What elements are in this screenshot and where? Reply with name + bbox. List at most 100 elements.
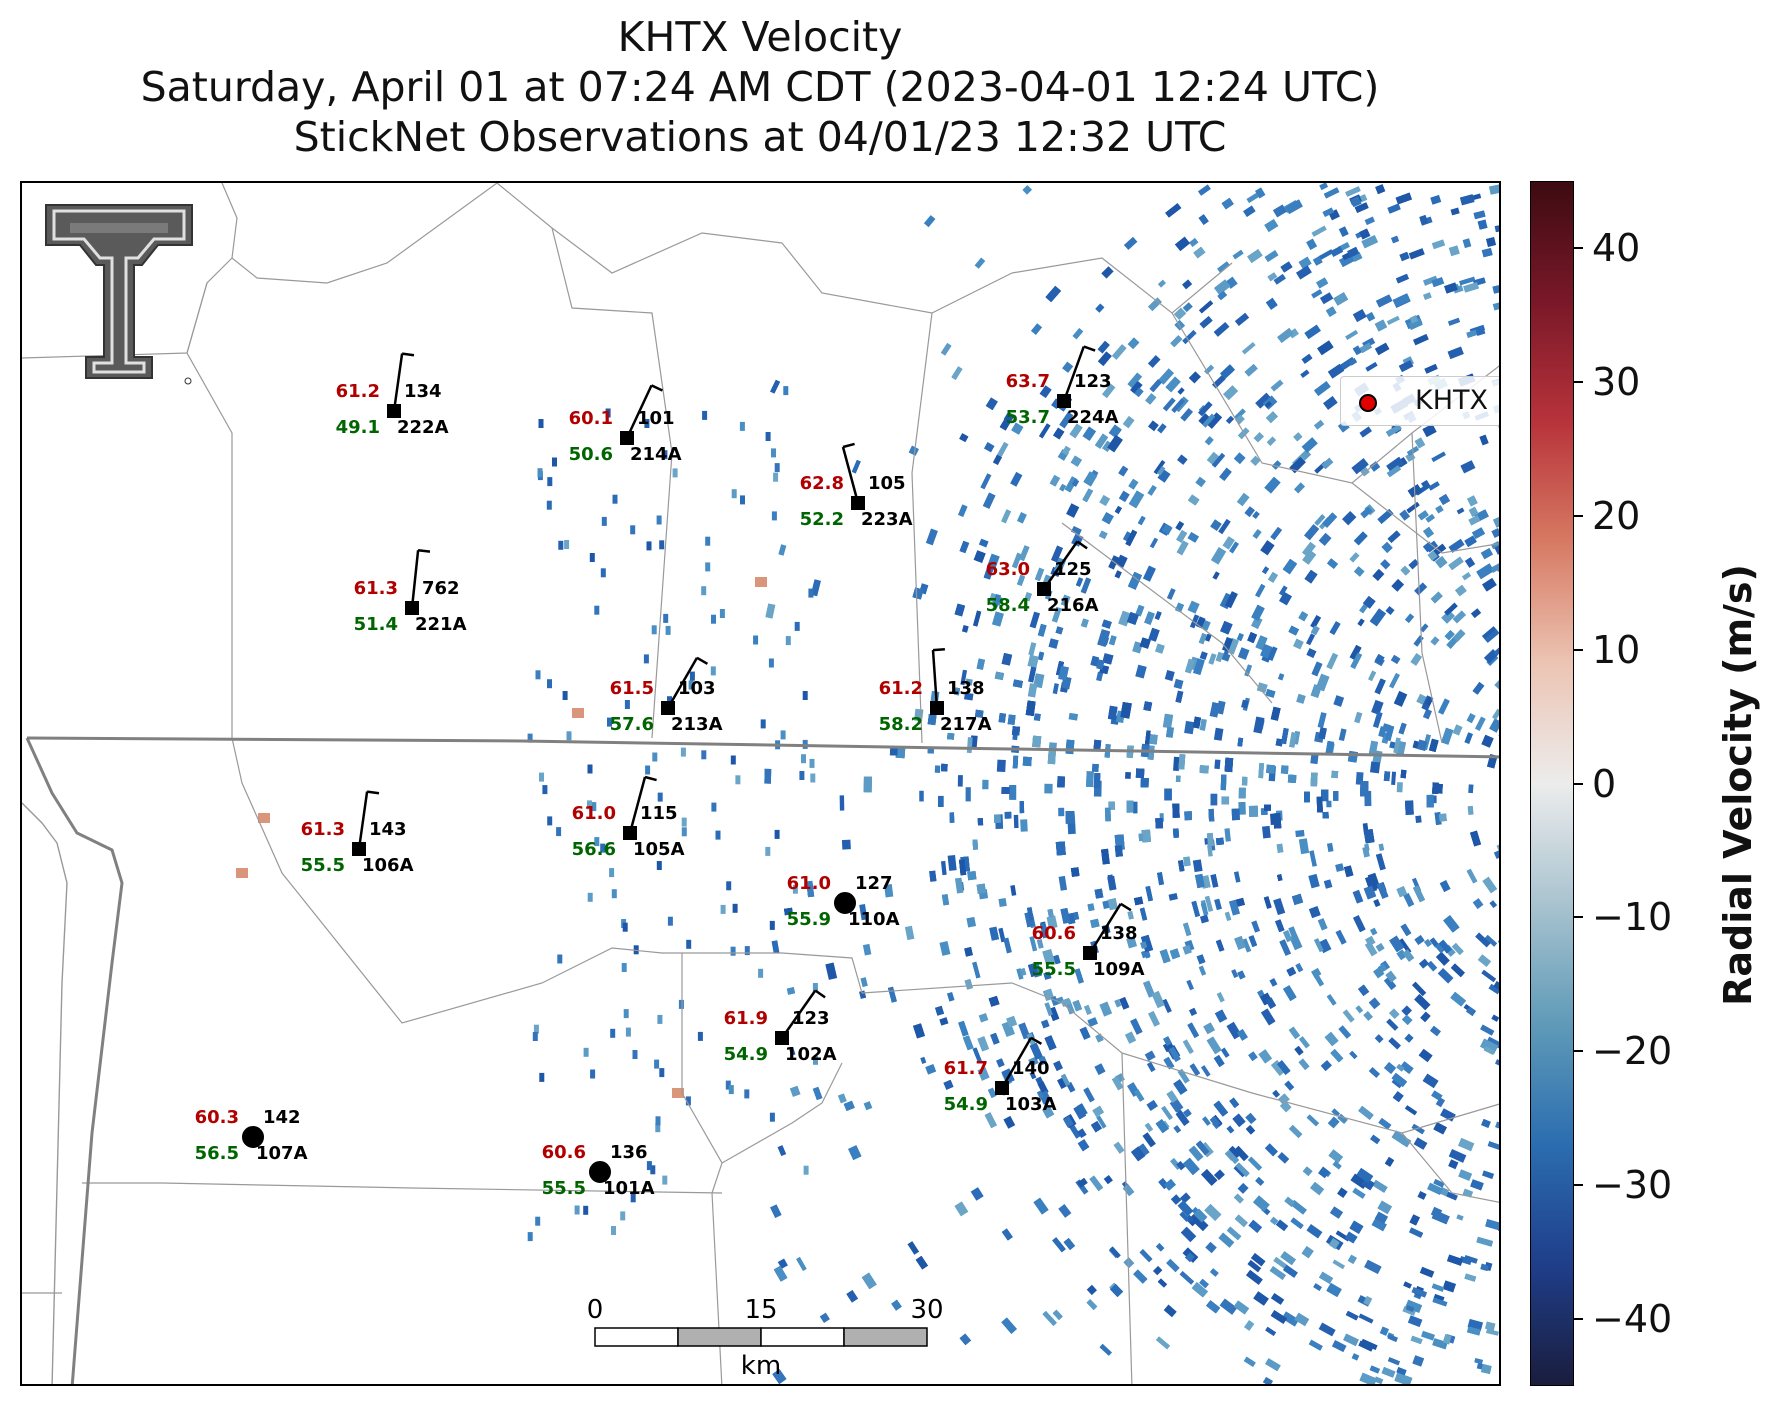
wind-barb-shaft	[625, 384, 653, 439]
station-213A[interactable]: 61.5 103 57.6 213A	[610, 656, 723, 735]
scale-bar-seg-4	[843, 1327, 928, 1347]
station-221A[interactable]: 61.3 762 51.4 221A	[354, 549, 467, 635]
station-dewpoint: 53.7	[1006, 407, 1050, 428]
colorbar-tick-mark	[1574, 514, 1583, 517]
colorbar-tick-label: −30	[1592, 1163, 1673, 1208]
wind-barb-shaft	[357, 791, 369, 850]
station-pressure: 762	[422, 578, 460, 599]
radar-velocity-layer	[236, 183, 1499, 1384]
station-id: 101A	[603, 1178, 655, 1199]
calm-wind-ring	[589, 1161, 611, 1183]
station-temperature: 60.6	[1032, 923, 1076, 944]
county-borders	[22, 183, 1499, 1384]
scale-bar-tick-30: 30	[910, 1295, 943, 1325]
station-pressure: 136	[610, 1142, 648, 1163]
station-dewpoint: 54.9	[724, 1044, 768, 1065]
colorbar-tick-label: −10	[1592, 895, 1673, 940]
station-dewpoint: 54.9	[944, 1094, 988, 1115]
station-103A[interactable]: 61.7 140 54.9 103A	[944, 1036, 1057, 1115]
station-223A[interactable]: 62.8 105 52.2 223A	[800, 442, 913, 530]
map-canvas: 61.2 134 49.1 222A 60.1 101 50.6 214A 63.7 123 53.…	[22, 183, 1499, 1384]
station-222A[interactable]: 61.2 134 49.1 222A	[336, 352, 449, 438]
colorbar-tick-label: 30	[1592, 359, 1641, 404]
station-109A[interactable]: 60.6 138 55.5 109A	[1032, 902, 1145, 980]
station-dewpoint: 52.2	[800, 509, 844, 530]
station-106A[interactable]: 61.3 143 55.5 106A	[301, 790, 414, 876]
wind-barb-flag	[366, 790, 380, 795]
station-101A[interactable]: 60.6 136 55.5 101A	[542, 1142, 655, 1199]
colorbar	[1530, 181, 1574, 1386]
station-dewpoint: 51.4	[354, 614, 398, 635]
station-dewpoint: 55.5	[301, 855, 345, 876]
wind-barb-flag	[696, 656, 709, 665]
station-marker	[775, 1031, 789, 1045]
station-dewpoint: 58.4	[986, 595, 1030, 616]
station-pressure: 105	[868, 473, 906, 494]
station-marker	[1083, 946, 1097, 960]
station-105A[interactable]: 61.0 115 56.6 105A	[572, 775, 685, 860]
scale-bar-tick-0: 0	[587, 1295, 604, 1325]
station-pressure: 138	[947, 678, 985, 699]
station-dewpoint: 49.1	[336, 417, 380, 438]
wind-barb-flag	[1076, 540, 1088, 550]
station-214A[interactable]: 60.1 101 50.6 214A	[569, 384, 682, 465]
wind-barb-shaft	[1000, 1037, 1033, 1089]
station-temperature: 60.3	[195, 1107, 239, 1128]
station-pressure: 101	[637, 408, 675, 429]
station-marker	[661, 701, 675, 715]
station-temperature: 60.6	[542, 1142, 586, 1163]
colorbar-tick-label: 0	[1592, 761, 1617, 806]
wind-barb-shaft	[1062, 346, 1085, 402]
scale-bar-seg-2	[677, 1327, 762, 1347]
station-temperature: 61.3	[354, 578, 398, 599]
colorbar-tick-mark	[1574, 1184, 1583, 1187]
station-temperature: 61.5	[610, 678, 654, 699]
station-110A[interactable]: 61.0 127 55.9 110A	[787, 873, 900, 930]
station-marker	[620, 431, 634, 445]
station-temperature: 61.2	[879, 678, 923, 699]
station-216A[interactable]: 63.0 125 58.4 216A	[986, 540, 1099, 617]
colorbar-tick-mark	[1574, 1318, 1583, 1321]
station-marker	[995, 1081, 1009, 1095]
station-107A[interactable]: 60.3 142 56.5 107A	[195, 1107, 308, 1164]
station-102A[interactable]: 61.9 123 54.9 102A	[724, 989, 837, 1066]
station-marker	[387, 404, 401, 418]
station-pressure: 123	[792, 1008, 830, 1029]
station-id: 221A	[415, 614, 467, 635]
station-marker	[851, 496, 865, 510]
calm-wind-ring	[834, 892, 856, 914]
state-borders-minor	[22, 802, 68, 1384]
station-217A[interactable]: 61.2 138 58.2 217A	[879, 648, 992, 735]
station-id: 222A	[397, 417, 449, 438]
station-pressure: 103	[678, 678, 716, 699]
title-radar: KHTX Velocity	[617, 13, 903, 61]
title-obs: StickNet Observations at 04/01/23 12:32 …	[293, 113, 1227, 161]
station-id: 103A	[1005, 1094, 1057, 1115]
station-marker	[1037, 582, 1051, 596]
wind-barb-flag	[842, 442, 855, 449]
station-id: 110A	[848, 909, 900, 930]
colorbar-tick-label: 10	[1592, 627, 1641, 672]
station-id: 217A	[940, 714, 992, 735]
scale-bar-unit: km	[741, 1351, 781, 1381]
scale-bar-tick-15: 15	[744, 1295, 777, 1325]
station-224A[interactable]: 63.7 123 53.7 224A	[1006, 345, 1119, 429]
wind-barb-shaft	[931, 650, 939, 709]
wind-barb-shaft	[780, 989, 817, 1039]
station-id: 106A	[362, 855, 414, 876]
colorbar-tick-mark	[1574, 1050, 1583, 1053]
station-marker	[405, 601, 419, 615]
title-time: Saturday, April 01 at 07:24 AM CDT (2023…	[140, 63, 1380, 111]
map-panel[interactable]: 61.2 134 49.1 222A 60.1 101 50.6 214A 63.7 123 53.…	[20, 181, 1501, 1386]
station-pressure: 125	[1054, 559, 1092, 580]
station-pressure: 143	[369, 819, 407, 840]
station-temperature: 61.2	[336, 381, 380, 402]
station-id: 213A	[671, 714, 723, 735]
station-pressure: 138	[1100, 923, 1138, 944]
colorbar-tick-mark	[1574, 782, 1583, 785]
station-temperature: 60.1	[569, 408, 613, 429]
station-marker	[1057, 394, 1071, 408]
station-temperature: 61.9	[724, 1008, 768, 1029]
colorbar-tick-label: −40	[1592, 1297, 1673, 1342]
scale-bar-seg-1	[594, 1327, 679, 1347]
